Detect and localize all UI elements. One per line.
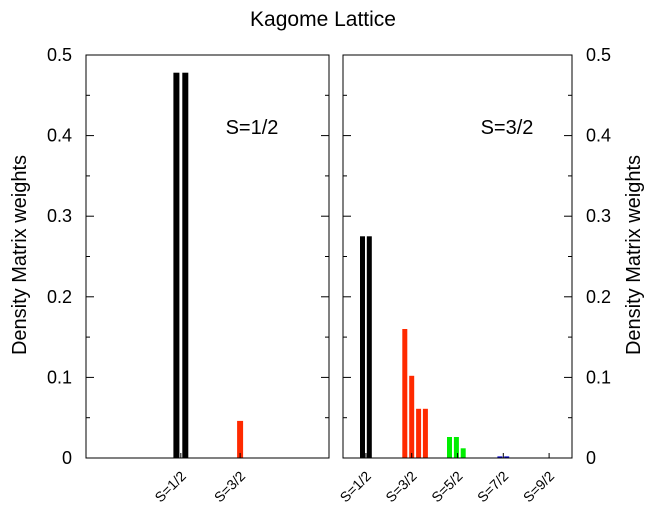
bar-p2-1 (360, 236, 365, 458)
bar-p2-6 (422, 408, 428, 458)
ytick-label: 0 (586, 448, 596, 468)
bar-p1-1 (173, 72, 180, 458)
bar-p2-10 (497, 456, 503, 458)
panel-frame-2 (342, 54, 573, 459)
ytick-label: 0.2 (47, 287, 72, 307)
panel-annotation-1: S=1/2 (226, 117, 279, 139)
bar-p2-7 (447, 437, 452, 458)
xtick-label: S=3/2 (382, 468, 420, 506)
ytick-label: 0.3 (586, 206, 611, 226)
bar-p2-2 (366, 236, 372, 458)
xtick-label: S=1/2 (151, 468, 189, 506)
ytick-label: 0 (62, 448, 72, 468)
panel-2: 00.10.20.30.40.5S=1/2 S=3/2 S=5/2 S=7/2 S=9/… (337, 45, 611, 505)
xtick-label: S=1/2 (337, 468, 375, 506)
bar-p1-2 (182, 72, 189, 458)
bar-p2-11 (504, 456, 510, 458)
xtick-label: S=9/2 (520, 468, 558, 506)
bar-p2-3 (402, 329, 408, 458)
ytick-label: 0.4 (586, 126, 611, 146)
bar-p2-5 (416, 408, 422, 458)
xtick-label: S=3/2 (211, 468, 249, 506)
ytick-label: 0.3 (47, 206, 72, 226)
panel-annotation-2: S=3/2 (481, 117, 534, 139)
chart-panels: 00.10.20.30.40.5S=1/2 S=3/2S=1/200.10.20.… (47, 45, 611, 505)
xtick-label: S=5/2 (428, 468, 466, 506)
ytick-label: 0.1 (47, 367, 72, 387)
ytick-label: 0.5 (586, 45, 611, 65)
bar-p2-4 (409, 375, 415, 458)
ytick-label: 0.1 (586, 367, 611, 387)
panel-1: 0 0.1 0.2 0.3 0.4 0.5 S=1/2 S=3/2 S=1/2 (47, 45, 330, 506)
ytick-label: 0.4 (47, 126, 72, 146)
ytick-label: 0.5 (47, 45, 72, 65)
y-axis-label-left: Density Matrix weights (9, 155, 31, 355)
bar-p2-8 (453, 437, 459, 458)
bar-p2-9 (460, 448, 466, 458)
panel-frame-1 (85, 54, 330, 459)
xtick-label: S=7/2 (474, 468, 512, 506)
bar-p1-3 (237, 420, 244, 458)
ytick-label: 0.2 (586, 287, 611, 307)
chart-title: Kagome Lattice (250, 8, 396, 31)
y-axis-label-right: Density Matrix weights (623, 155, 645, 355)
